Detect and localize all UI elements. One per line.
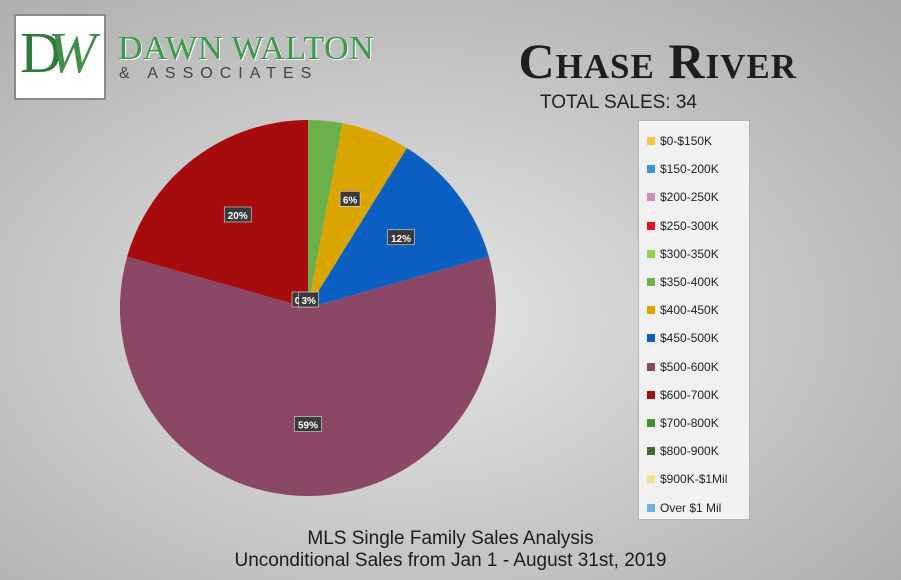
legend-label: $500-600K (660, 359, 719, 374)
pie-label-$450-500K: 12% (387, 229, 415, 246)
legend-label: $200-250K (660, 190, 719, 205)
pie-slices (119, 120, 496, 497)
legend-swatch (647, 278, 655, 287)
pie-slice-$350-400K (308, 120, 343, 308)
legend-item: $150-200K (639, 155, 749, 183)
pie-label-$350-400K: 3% (298, 291, 320, 308)
pie-label-box (294, 416, 322, 432)
legend-swatch (647, 193, 655, 202)
legend-item: $600-700K (639, 381, 749, 409)
legend-item: Over $1 Mil (639, 493, 749, 521)
legend-label: $700-800K (660, 415, 719, 430)
pie-label-box (339, 191, 361, 207)
legend-swatch (647, 165, 655, 174)
legend-label: $400-450K (660, 303, 719, 318)
legend-swatch (647, 362, 655, 371)
pie-label-$400-450K: 6% (339, 191, 361, 207)
pie-label-$500-600K: 59% (294, 416, 322, 432)
legend-swatch (647, 306, 655, 315)
pie-label-text: 20% (228, 211, 248, 222)
pie-label-box (223, 206, 252, 223)
legend-item: $200-250K (639, 183, 749, 211)
brand-name: DAWN WALTON (118, 30, 375, 67)
chart-subtitle: TOTAL SALES: 34 (540, 92, 698, 113)
legend-item: $300-350K (639, 240, 749, 268)
legend-label: $900K-$1Mil (660, 472, 728, 487)
legend-swatch (647, 475, 655, 484)
legend-label: $600-700K (660, 387, 719, 402)
legend-swatch (647, 137, 655, 146)
pie-data-labels: 0%3%6%12%59%20% (223, 191, 415, 432)
legend-label: $150-200K (660, 162, 719, 177)
pie-slice-$450-500K (308, 148, 489, 308)
chart-legend: $0-$150K $150-200K $200-250K $250-300K $300-… (638, 120, 750, 520)
pie-label-text: 12% (391, 234, 411, 245)
legend-swatch (647, 221, 655, 230)
legend-label: $300-350K (660, 246, 719, 261)
chart-title: Chase River (518, 33, 797, 89)
pie-label-$600-700K: 20% (223, 206, 252, 223)
legend-swatch (647, 447, 655, 456)
legend-item: $0-$150K (639, 127, 749, 155)
legend-item: $500-600K (639, 353, 749, 381)
pie-slice-$500-600K (119, 256, 496, 497)
legend-label: $250-300K (660, 218, 719, 233)
legend-label: $450-500K (660, 331, 719, 346)
legend-swatch (647, 334, 655, 343)
pie-slice-$600-700K (127, 120, 308, 308)
legend-label: $350-400K (660, 275, 719, 290)
legend-item: $900K-$1Mil (639, 465, 749, 493)
legend-item: $800-900K (639, 437, 749, 465)
legend-item: $700-800K (639, 409, 749, 437)
brand-tagline: & ASSOCIATES (119, 65, 319, 82)
footer-line-1: MLS Single Family Sales Analysis (307, 528, 594, 549)
pie-label-box (298, 291, 320, 308)
legend-swatch (647, 249, 655, 258)
pie-label-text: 6% (343, 195, 358, 206)
legend-item: $350-400K (639, 268, 749, 296)
legend-label: $0-$150K (660, 134, 713, 149)
legend-item: $250-300K (639, 212, 749, 240)
legend-swatch (647, 390, 655, 399)
pie-label-box (387, 229, 415, 246)
logo-box: DW (14, 14, 106, 100)
footer-line-2: Unconditional Sales from Jan 1 - August … (234, 550, 667, 571)
pie-slice-$400-450K (308, 123, 407, 309)
legend-swatch (647, 418, 655, 427)
legend-item: $400-450K (639, 296, 749, 324)
pie-label-text: 3% (302, 296, 317, 307)
pie-label-text: 59% (298, 421, 318, 432)
legend-label: $800-900K (660, 444, 719, 459)
legend-item: $450-500K (639, 324, 749, 352)
legend-label: Over $1 Mil (660, 500, 722, 515)
legend-swatch (647, 503, 655, 512)
